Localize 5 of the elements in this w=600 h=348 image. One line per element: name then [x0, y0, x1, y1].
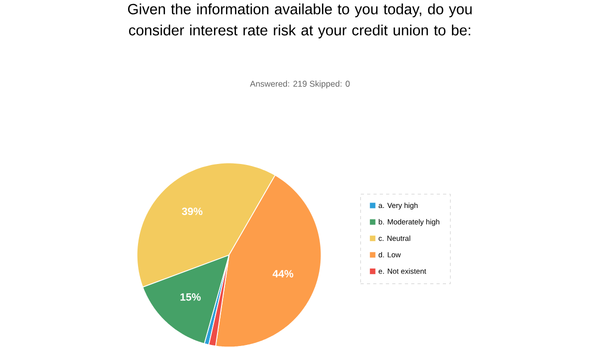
data-label: 39%	[182, 208, 202, 216]
chart-title: Given the information available to you today, do you consider interest rate risk at your credit union to be:	[128, 4, 472, 39]
chart-subtitle: Answered: 219 Skipped: 0	[250, 80, 350, 89]
data-label: 44%	[272, 270, 294, 278]
data-label: 15%	[180, 294, 201, 301]
